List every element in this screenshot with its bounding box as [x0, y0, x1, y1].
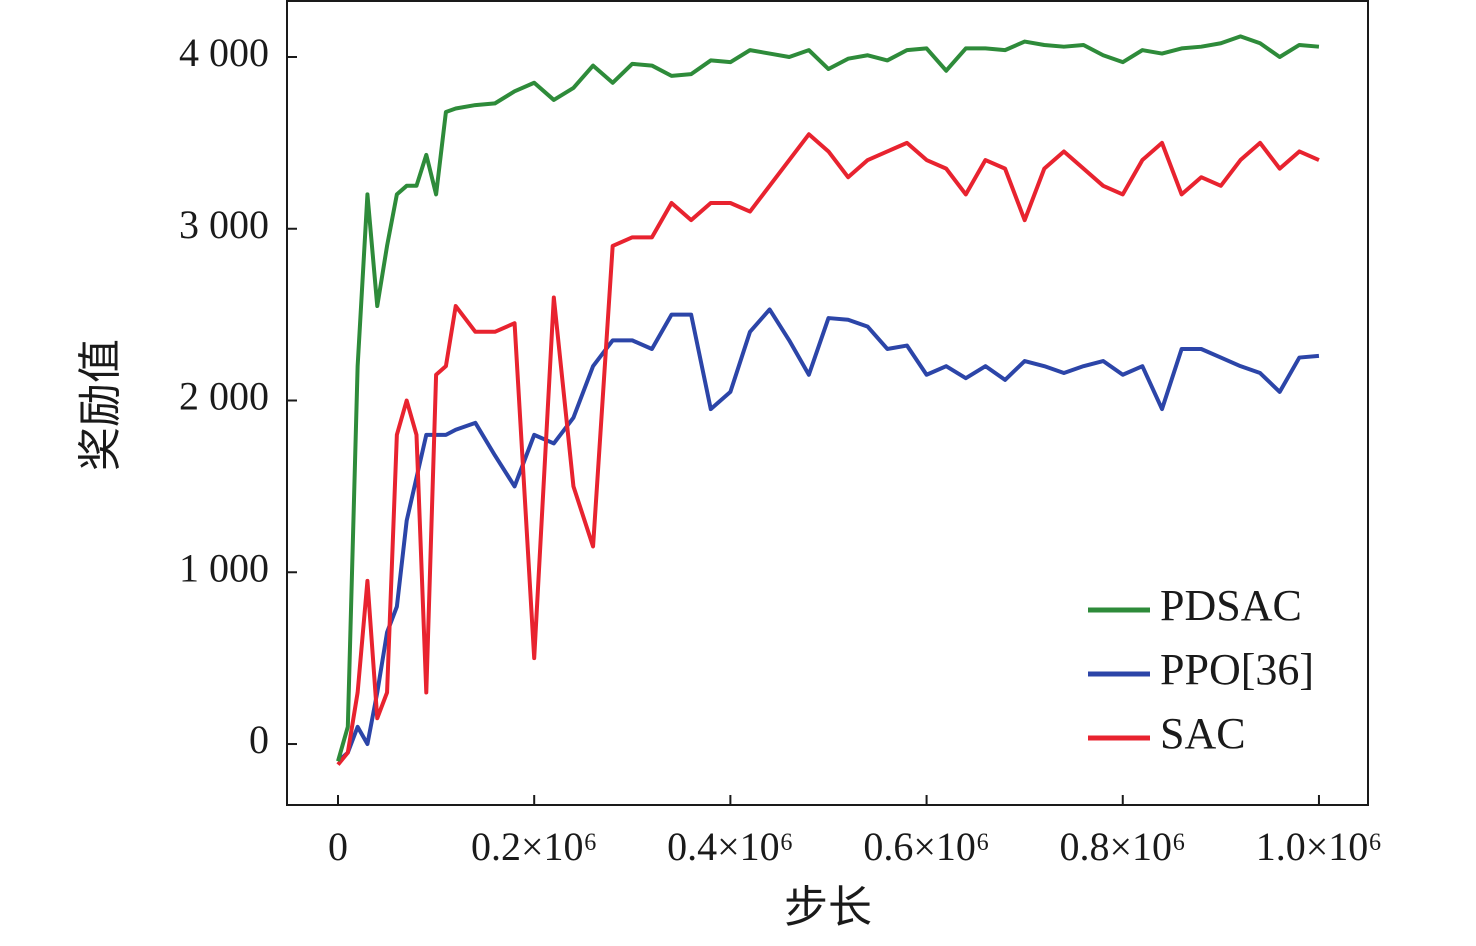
- line-series: [336, 307, 1320, 763]
- x-axis-title: 步长: [784, 883, 872, 932]
- x-tick-label: 0.8×10⁶: [1060, 824, 1187, 869]
- y-axis-title: 奖励值: [76, 339, 125, 471]
- plot-frame: [286, 0, 1369, 806]
- y-tick-label: 4 000: [179, 30, 269, 75]
- x-tick-label: 0.2×10⁶: [471, 824, 598, 869]
- legend-label: PPO[36]: [1160, 645, 1314, 694]
- y-tick-label: 3 000: [179, 202, 269, 247]
- line-series: [336, 132, 1320, 766]
- x-tick-label: 1.0×10⁶: [1256, 824, 1383, 869]
- x-tick-label: 0: [328, 824, 348, 869]
- y-tick-label: 1 000: [179, 545, 269, 590]
- y-tick-label: 2 000: [179, 374, 269, 419]
- x-tick-label: 0.6×10⁶: [863, 824, 990, 869]
- legend-label: PDSAC: [1160, 581, 1302, 630]
- legend-label: SAC: [1160, 709, 1246, 758]
- y-tick-label: 0: [249, 717, 269, 762]
- x-tick-label: 0.4×10⁶: [667, 824, 794, 869]
- line-series: [336, 34, 1320, 762]
